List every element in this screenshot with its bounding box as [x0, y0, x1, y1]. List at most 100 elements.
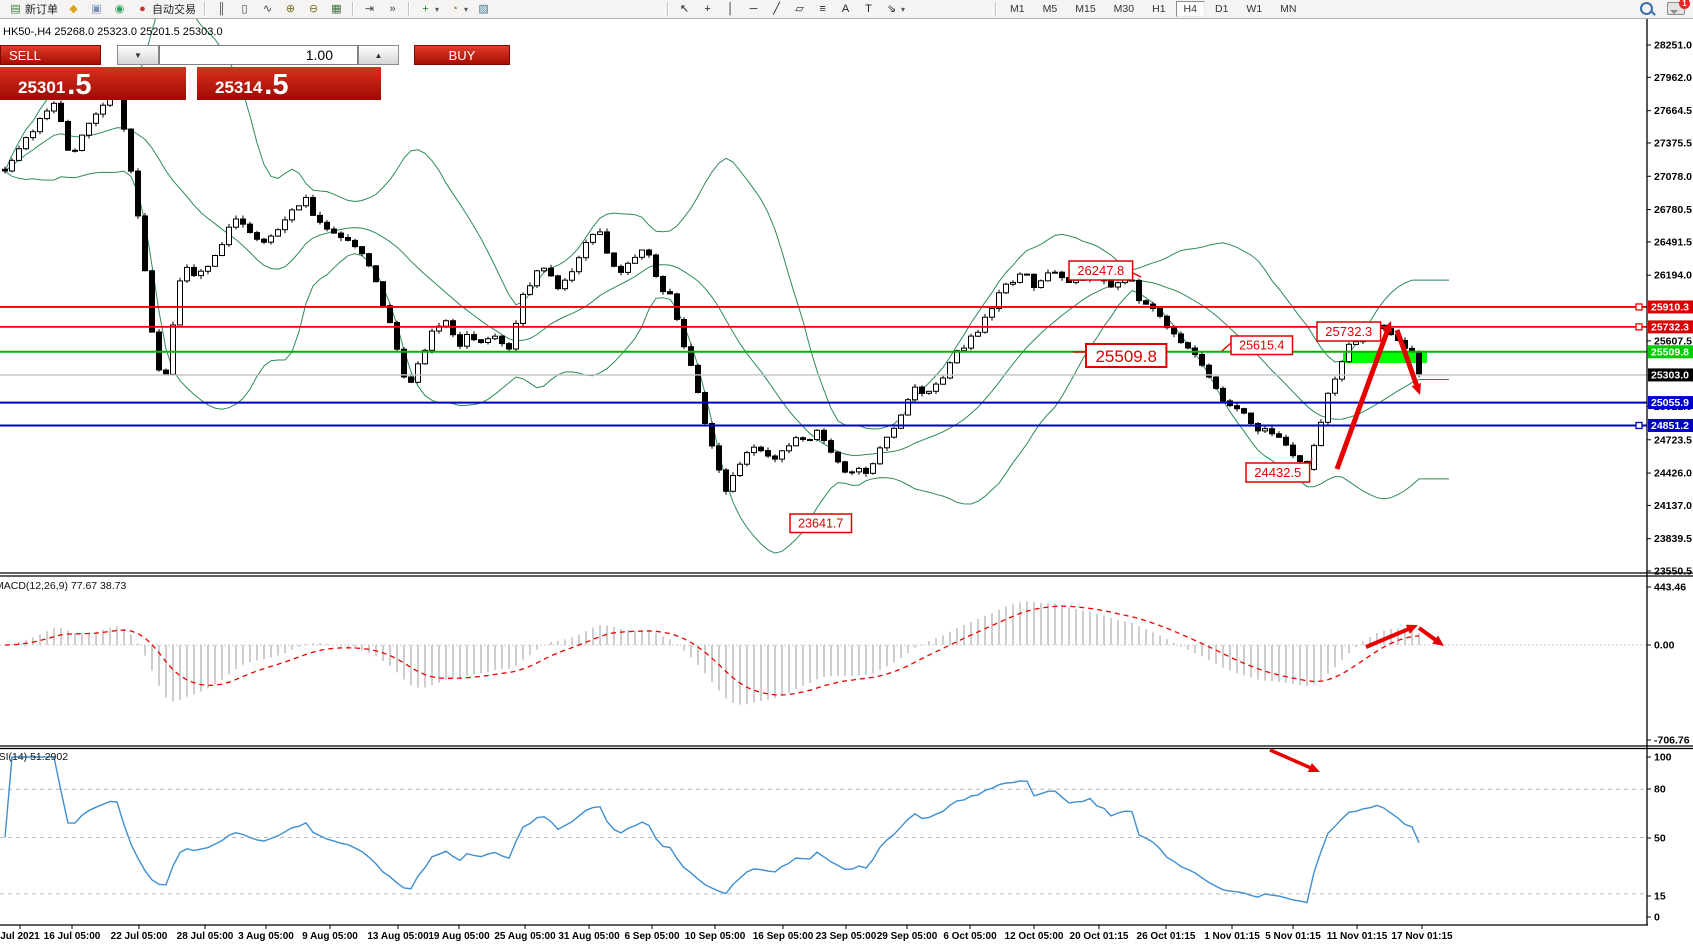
price-tick-label: 23550.5	[1654, 566, 1692, 578]
bid-price-main: 25301	[18, 78, 66, 97]
templates-button[interactable]: ▨	[473, 0, 494, 19]
vertical-line-button[interactable]: │	[720, 0, 741, 19]
timeframe-m5[interactable]: M5	[1042, 3, 1058, 15]
annotation-arrows[interactable]	[1269, 321, 1444, 773]
rsi-tick-label: 80	[1654, 784, 1666, 796]
periods-icon-dropdown[interactable]: ▾	[464, 4, 469, 14]
horizontal-line-button[interactable]: ─	[743, 0, 764, 19]
price-badge	[1648, 396, 1693, 410]
time-label: 20 Oct 01:15	[1070, 931, 1129, 942]
price-callouts[interactable]: 26247.8 25509.8 25615.4 25732.3 24432.5 23641…	[789, 260, 1382, 534]
periods-button[interactable]: ◔ ▾	[444, 0, 471, 19]
mailbox-button[interactable]: ▣	[86, 0, 107, 19]
callout-label: 25615.4	[1239, 339, 1284, 353]
buy-button[interactable]: BUY	[414, 45, 510, 65]
text-label-button[interactable]: T	[858, 0, 879, 19]
auto-scroll-button[interactable]: »	[382, 0, 403, 19]
volume-input[interactable]: 1.00	[159, 45, 358, 65]
callout-box	[1068, 260, 1134, 281]
hline-handle	[1635, 303, 1643, 311]
callout-label: 25732.3	[1325, 324, 1372, 339]
new-order-button[interactable]: ▤ 新订单	[5, 0, 61, 19]
time-label: 6 Oct 05:00	[943, 931, 997, 942]
horizontal-level-lines[interactable]	[0, 303, 1647, 430]
callout-box	[1230, 335, 1294, 356]
crosshair-button[interactable]: +	[697, 0, 718, 19]
time-label: 16 Jul 05:00	[44, 931, 101, 942]
toolbar-separator	[352, 2, 354, 16]
bar-chart-button[interactable]: ║	[211, 0, 232, 19]
timeframe-mn[interactable]: MN	[1280, 3, 1297, 15]
callout-box	[789, 513, 853, 534]
equidistant-channel-icon: ▱	[795, 2, 804, 15]
price-tick-label: 24426.0	[1654, 468, 1692, 480]
periods-icon: ◔	[451, 2, 458, 15]
timeframe-h1[interactable]: H1	[1152, 3, 1166, 15]
equidistant-channel-button[interactable]: ▱	[789, 0, 810, 19]
timeframe-d1[interactable]: D1	[1214, 3, 1229, 15]
cursor-button[interactable]: ↖	[674, 0, 695, 19]
price-tick-label: 26194.0	[1654, 270, 1692, 282]
time-label: Jul 2021	[0, 931, 40, 942]
time-axis[interactable]: Jul 2021 16 Jul 05:00 22 Jul 05:00 28 Jul 0…	[0, 925, 1453, 942]
line-chart-button[interactable]: ∿	[257, 0, 278, 19]
timeframe-h4[interactable]: H4	[1175, 1, 1205, 17]
toolbar-right-group: 1	[1640, 0, 1690, 15]
sell-button[interactable]: SELL	[0, 45, 101, 65]
new-order-icon: ▤	[10, 2, 21, 15]
price-badge-label: 25055.9	[1651, 397, 1689, 409]
tile-windows-button[interactable]: ▦	[326, 0, 347, 19]
vertical-line-icon: │	[727, 2, 734, 15]
trend-arrow-head	[1307, 763, 1320, 773]
trend-arrow-head	[1432, 635, 1444, 646]
arrow-objects-icon-dropdown[interactable]: ▾	[901, 4, 906, 14]
candlestick-chart-button[interactable]: ▯	[234, 0, 255, 19]
modify-order-button[interactable]: ◆	[63, 0, 84, 19]
autotrade-button[interactable]: ● 自动交易	[132, 0, 199, 19]
chat-icon[interactable]: 1	[1667, 0, 1690, 15]
time-label: 1 Nov 01:15	[1204, 931, 1260, 942]
fibonacci-button[interactable]: ≡	[812, 0, 833, 19]
zoom-out-button[interactable]: ⊖	[303, 0, 324, 19]
ask-price-display[interactable]: 25314 .5	[197, 67, 381, 100]
add-indicator-button[interactable]: + ▾	[415, 0, 442, 19]
time-label: 17 Nov 01:15	[1391, 931, 1453, 942]
cursor-icon: ↖	[679, 2, 690, 15]
volume-increase-button[interactable]: ▲	[358, 45, 399, 65]
time-label: 23 Sep 05:00	[816, 931, 877, 942]
chart-shift-button[interactable]: ⇥	[359, 0, 380, 19]
hline-handle	[1635, 323, 1643, 331]
macd-indicator-label: MACD(12,26,9) 77.67 38.73	[0, 580, 127, 592]
price-badge-label: 25732.3	[1651, 321, 1689, 333]
time-label: 26 Oct 01:15	[1137, 931, 1196, 942]
macd-tick-label: -706.76	[1654, 735, 1690, 747]
price-tick-label: 26491.5	[1654, 236, 1692, 248]
search-icon[interactable]	[1640, 2, 1653, 15]
price-tick-label: 27078.0	[1654, 171, 1692, 183]
trend-arrow-head	[1382, 321, 1392, 333]
highlight-zone[interactable]	[1343, 352, 1427, 363]
toolbar-separator	[408, 2, 410, 16]
ask-price-main: 25314	[215, 78, 263, 97]
add-indicator-icon-dropdown[interactable]: ▾	[435, 4, 440, 14]
bid-price-display[interactable]: 25301 .5	[0, 67, 186, 100]
signals-button[interactable]: ◉	[109, 0, 130, 19]
price-tick-label: 27962.0	[1654, 72, 1692, 84]
macd-tick-label: 443.46	[1654, 582, 1686, 594]
time-label: 31 Aug 05:00	[558, 931, 620, 942]
timeframe-m15[interactable]: M15	[1075, 3, 1096, 15]
timeframe-m1[interactable]: M1	[1010, 3, 1025, 15]
text-button[interactable]: A	[835, 0, 856, 19]
zoom-in-button[interactable]: ⊕	[280, 0, 301, 19]
timeframe-w1[interactable]: W1	[1246, 3, 1263, 15]
price-tick-label: 28251.0	[1654, 40, 1692, 52]
timeframe-m30[interactable]: M30	[1113, 3, 1135, 15]
volume-decrease-button[interactable]: ▼	[117, 45, 159, 65]
arrow-objects-button[interactable]: ⇘ ▾	[881, 0, 908, 19]
price-axis[interactable]: 28251.0 27962.0 27664.5 27375.5 27078.0 26780…	[1647, 40, 1693, 924]
trendline-button[interactable]: ╱	[766, 0, 787, 19]
arrow-objects-icon: ⇘	[886, 2, 897, 15]
rsi-tick-label: 15	[1654, 891, 1666, 903]
